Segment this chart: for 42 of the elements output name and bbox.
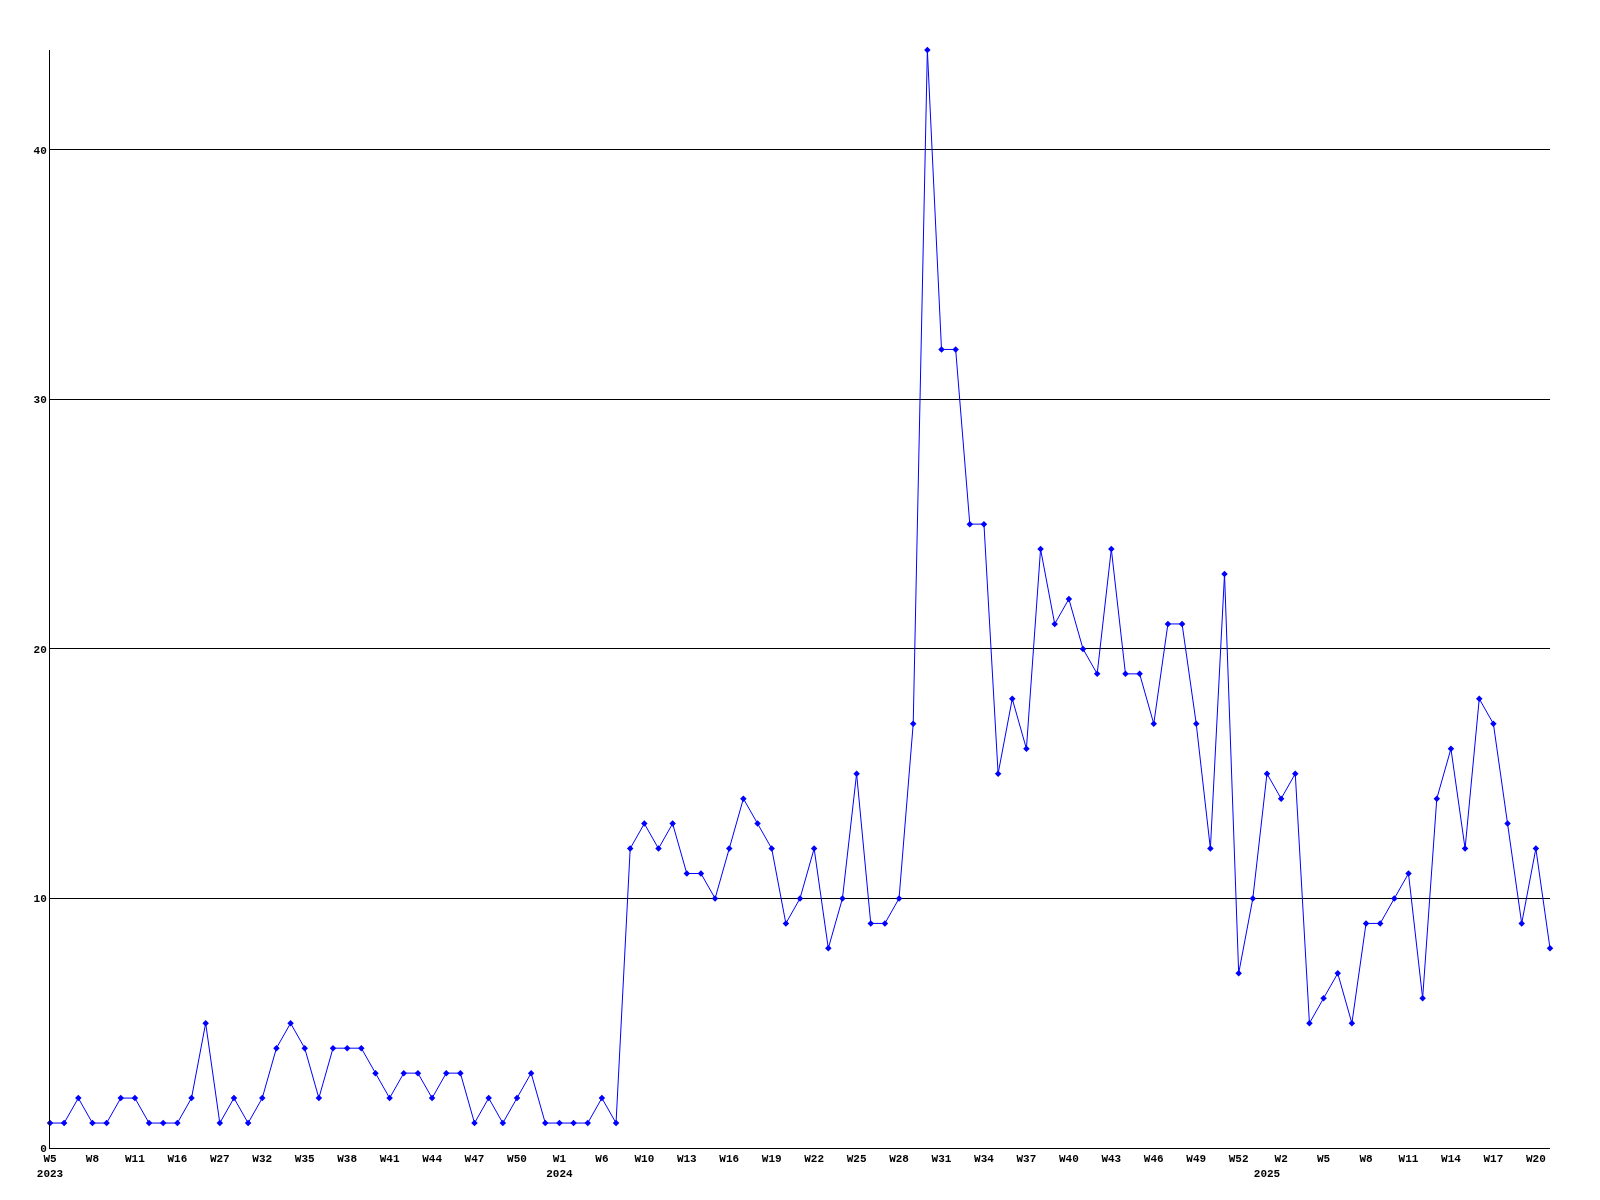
- x-tick-label: W10: [634, 1153, 655, 1166]
- x-tick-label: W37: [1016, 1153, 1037, 1166]
- x-tick-label: W19: [761, 1153, 782, 1166]
- x-tick-label: W27: [209, 1153, 230, 1166]
- x-tick-label: W52: [1228, 1153, 1249, 1166]
- x-tick-label: W28: [889, 1153, 910, 1166]
- x-tick-label: W34: [974, 1153, 995, 1166]
- y-tick-label: 40: [33, 144, 47, 157]
- x-tick-label: W22: [804, 1153, 825, 1166]
- x-tick-label: W16: [167, 1153, 188, 1166]
- x-tick-label: W20: [1525, 1153, 1546, 1166]
- x-tick-label: W2: [1274, 1153, 1288, 1166]
- x-tick-label: W41: [379, 1153, 400, 1166]
- x-tick-label: W6: [595, 1153, 609, 1166]
- x-tick-label: W14: [1441, 1153, 1462, 1166]
- x-tick-label: W8: [1359, 1153, 1374, 1166]
- x-tick-label: W35: [294, 1153, 316, 1166]
- x-tick-label: W49: [1186, 1153, 1207, 1166]
- x-tick-label: W16: [719, 1153, 740, 1166]
- x-tick-label: W11: [125, 1153, 146, 1166]
- x-tick-label: W38: [337, 1153, 358, 1166]
- x-tick-label: W46: [1143, 1153, 1164, 1166]
- x-tick-label: W31: [931, 1153, 952, 1166]
- x-tick-label: W43: [1101, 1153, 1122, 1166]
- x-tick-label: W17: [1483, 1153, 1504, 1166]
- x-tick-label: W8: [85, 1153, 100, 1166]
- x-tick-label: W50: [507, 1153, 527, 1166]
- x-tick-label: W13: [676, 1153, 698, 1166]
- x-tick-label: W11: [1398, 1153, 1419, 1166]
- y-tick-label: 20: [33, 643, 47, 656]
- y-tick-label: 0: [40, 1142, 47, 1155]
- x-tick-label: W40: [1058, 1153, 1079, 1166]
- x-tick-label: W44: [422, 1153, 443, 1166]
- y-tick-label: 30: [33, 394, 47, 407]
- x-tick-label: W5: [1316, 1153, 1331, 1166]
- x-tick-label: W1 2024: [546, 1153, 574, 1180]
- x-tick-label: W32: [252, 1153, 273, 1166]
- x-tick-label: W5 2023: [36, 1153, 64, 1180]
- y-tick-label: 10: [33, 893, 47, 906]
- x-tick-label: 2025: [1253, 1167, 1281, 1180]
- x-tick-label: W25: [846, 1153, 867, 1166]
- x-tick-label: W47: [464, 1153, 485, 1166]
